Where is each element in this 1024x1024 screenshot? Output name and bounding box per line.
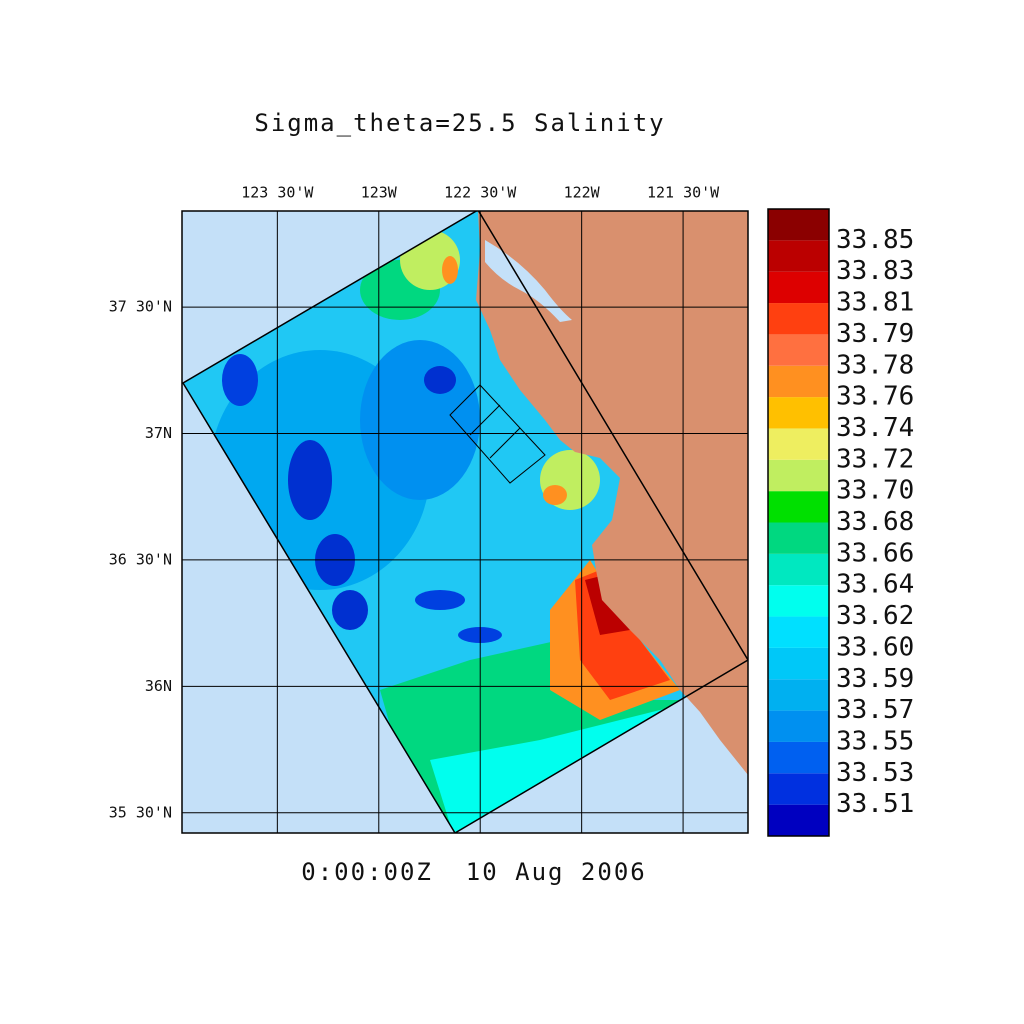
colorbar-label: 33.70 [836, 476, 914, 506]
colorbar-label: 33.79 [836, 319, 914, 349]
x-tick-label: 122 30'W [444, 184, 517, 202]
colorbar-segment [768, 741, 829, 774]
map-frame [181, 210, 749, 834]
colorbar-label: 33.60 [836, 632, 914, 662]
x-tick-label: 123W [361, 184, 398, 202]
y-tick-label: 35 30'N [109, 803, 172, 821]
x-tick-label: 121 30'W [647, 184, 720, 202]
title: Sigma_theta=25.5 Salinity [254, 109, 665, 137]
colorbar-label: 33.64 [836, 570, 914, 600]
colorbar-segment [768, 804, 829, 836]
y-tick-label: 36N [145, 677, 172, 695]
colorbar-segment [768, 365, 829, 398]
x-tick-label: 122W [564, 184, 601, 202]
colorbar-segment [768, 679, 829, 711]
colorbar-segment [768, 773, 829, 805]
colorbar-segment [768, 616, 829, 648]
inner-box-line [489, 427, 521, 459]
time-label: 0:00:00Z 10 Aug 2006 [301, 858, 646, 886]
colorbar-segment [768, 271, 829, 304]
y-tick-label: 37N [145, 424, 172, 442]
colorbar-label: 33.57 [836, 695, 914, 725]
land [476, 211, 748, 775]
colorbar-frame [767, 208, 830, 837]
colorbar-label: 33.74 [836, 413, 914, 443]
colorbar-label: 33.78 [836, 350, 914, 380]
colorbar-segment [768, 647, 829, 680]
colorbar-segment [768, 459, 829, 492]
colorbar-label: 33.81 [836, 288, 914, 318]
colorbar-segment [768, 334, 829, 366]
colorbar-segment [768, 553, 829, 586]
colorbar-label: 33.72 [836, 444, 914, 474]
colorbar-segment [768, 585, 829, 617]
bay [485, 240, 572, 322]
colorbar-segment [768, 303, 829, 335]
colorbar-segment [768, 522, 829, 554]
colorbar-segment [768, 397, 829, 429]
inner-box [449, 384, 546, 484]
map-area [182, 211, 748, 833]
colorbar-label: 33.51 [836, 789, 914, 819]
colorbar-label: 33.59 [836, 664, 914, 694]
colorbar-label: 33.55 [836, 726, 914, 756]
y-tick-label: 37 30'N [109, 298, 172, 316]
y-tick-label: 36 30'N [109, 550, 172, 568]
axes [182, 211, 748, 833]
colorbar-label: 33.68 [836, 507, 914, 537]
inner-box-line [469, 404, 501, 436]
colorbar-segment [768, 491, 829, 523]
colorbar-label: 33.62 [836, 601, 914, 631]
colorbar-segment [768, 209, 829, 241]
colorbar-label: 33.66 [836, 538, 914, 568]
x-tick-label: 123 30'W [241, 184, 314, 202]
colorbar-segment [768, 240, 829, 272]
colorbar-label: 33.53 [836, 758, 914, 788]
colorbar-label: 33.76 [836, 382, 914, 412]
domain-outline [182, 211, 748, 833]
colorbar-segment [768, 428, 829, 460]
colorbar-label: 33.85 [836, 225, 914, 255]
colorbar-label: 33.83 [836, 256, 914, 286]
colorbar-segment [768, 710, 829, 742]
